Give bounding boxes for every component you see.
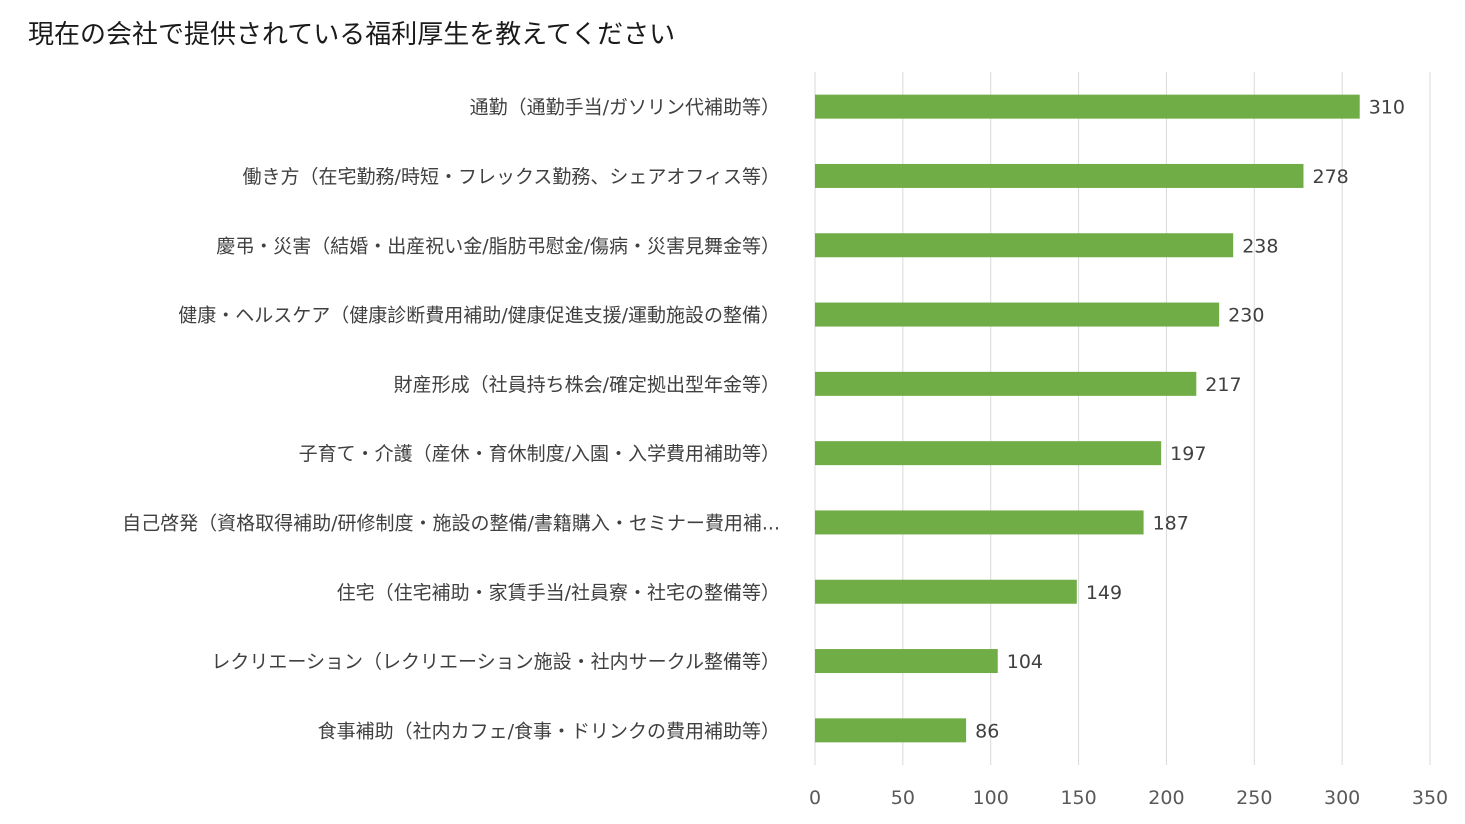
category-label: 食事補助（社内カフェ/食事・ドリンクの費用補助等） <box>318 720 780 742</box>
data-label: 104 <box>1007 651 1043 673</box>
data-label: 310 <box>1369 97 1405 119</box>
bar <box>815 94 1360 119</box>
category-label: 通勤（通勤手当/ガソリン代補助等） <box>470 97 780 119</box>
data-label: 217 <box>1205 374 1241 396</box>
bar <box>815 718 967 743</box>
category-label: 健康・ヘルスケア（健康診断費用補助/健康促進支援/運動施設の整備） <box>178 305 780 327</box>
bar <box>815 441 1162 466</box>
bar <box>815 649 998 674</box>
category-label: 子育て・介護（産休・育休制度/入園・入学費用補助等） <box>299 443 780 465</box>
x-tick-label: 0 <box>809 787 821 809</box>
data-label: 230 <box>1228 305 1264 327</box>
data-label: 197 <box>1170 443 1206 465</box>
bar <box>815 579 1077 604</box>
data-label: 238 <box>1242 235 1278 257</box>
x-tick-label: 150 <box>1060 787 1096 809</box>
category-label: 住宅（住宅補助・家賃手当/社員寮・社宅の整備等） <box>337 582 780 604</box>
data-label: 149 <box>1086 582 1122 604</box>
bar <box>815 510 1144 535</box>
bars <box>815 94 1360 743</box>
bar <box>815 233 1234 258</box>
data-label: 278 <box>1312 166 1348 188</box>
data-labels: 310 278 238 230 217 197 187 149 104 86 <box>975 97 1405 743</box>
category-label: 働き方（在宅勤務/時短・フレックス勤務、シェアオフィス等） <box>243 166 780 188</box>
category-labels: 通勤（通勤手当/ガソリン代補助等） 働き方（在宅勤務/時短・フレックス勤務、シェア… <box>122 97 780 743</box>
x-tick-label: 250 <box>1236 787 1272 809</box>
x-axis-ticks: 0 50 100 150 200 250 300 350 <box>809 787 1448 809</box>
x-tick-label: 50 <box>891 787 915 809</box>
category-label: 自己啓発（資格取得補助/研修制度・施設の整備/書籍購入・セミナー費用補... <box>122 512 780 534</box>
x-tick-label: 350 <box>1412 787 1448 809</box>
x-tick-label: 200 <box>1148 787 1184 809</box>
chart-title: 現在の会社で提供されている福利厚生を教えてください <box>28 20 676 50</box>
data-label: 86 <box>975 720 999 742</box>
category-label: 財産形成（社員持ち株会/確定拠出型年金等） <box>394 374 780 396</box>
category-label: 慶弔・災害（結婚・出産祝い金/脂肪弔慰金/傷病・災害見舞金等） <box>216 235 780 257</box>
category-label: レクリエーション（レクリエーション施設・社内サークル整備等） <box>211 651 780 673</box>
data-label: 187 <box>1153 512 1189 534</box>
x-tick-label: 300 <box>1324 787 1360 809</box>
bar <box>815 302 1220 327</box>
bar <box>815 371 1197 396</box>
x-tick-label: 100 <box>973 787 1009 809</box>
bar <box>815 163 1304 188</box>
